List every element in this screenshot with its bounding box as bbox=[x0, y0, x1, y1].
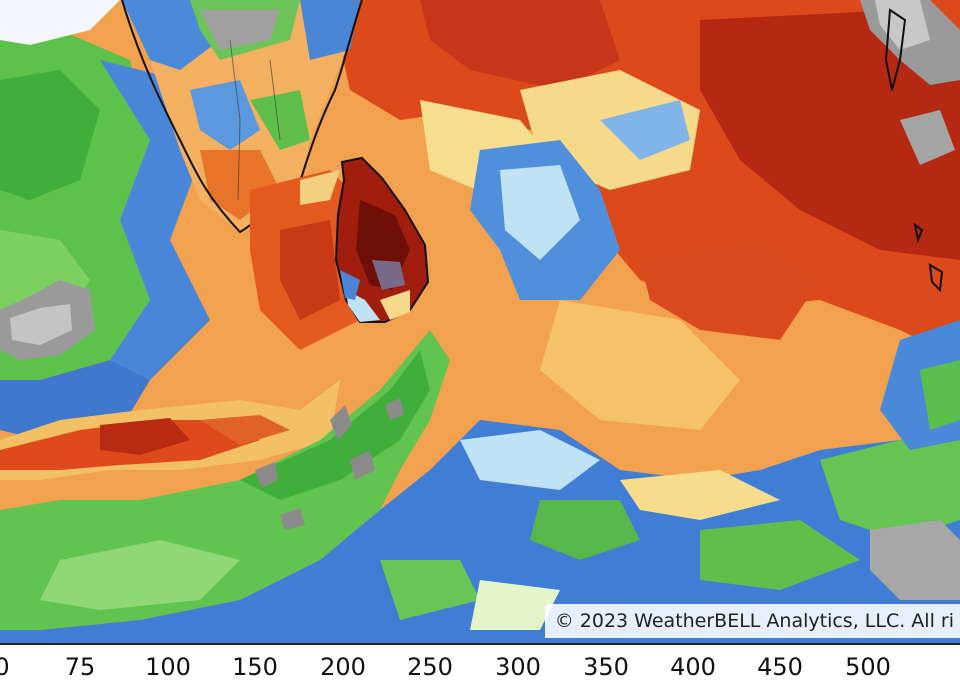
blue-belt-south bbox=[0, 420, 960, 643]
scale-tick-label: 450 bbox=[757, 653, 803, 681]
scale-tick-label: 250 bbox=[407, 653, 453, 681]
scale-tick-label: 500 bbox=[845, 653, 891, 681]
precipitation-map: © 2023 WeatherBELL Analytics, LLC. All r… bbox=[0, 0, 960, 643]
scale-tick-label: 300 bbox=[495, 653, 541, 681]
scale-tick-label: 350 bbox=[583, 653, 629, 681]
copyright-notice: © 2023 WeatherBELL Analytics, LLC. All r… bbox=[544, 604, 960, 638]
scale-tick-label: 75 bbox=[64, 653, 96, 681]
scale-tick-label: 200 bbox=[320, 653, 366, 681]
scale-tick-label: 150 bbox=[232, 653, 278, 681]
color-scale-bar: 0 75 100 150 200 250 300 350 400 450 500 bbox=[0, 643, 960, 686]
scale-tick-label: 100 bbox=[145, 653, 191, 681]
scale-tick-label: 400 bbox=[670, 653, 716, 681]
scale-tick-label: 0 bbox=[0, 653, 10, 681]
dark-red-anomaly-east bbox=[700, 10, 960, 260]
map-canvas bbox=[0, 0, 960, 643]
